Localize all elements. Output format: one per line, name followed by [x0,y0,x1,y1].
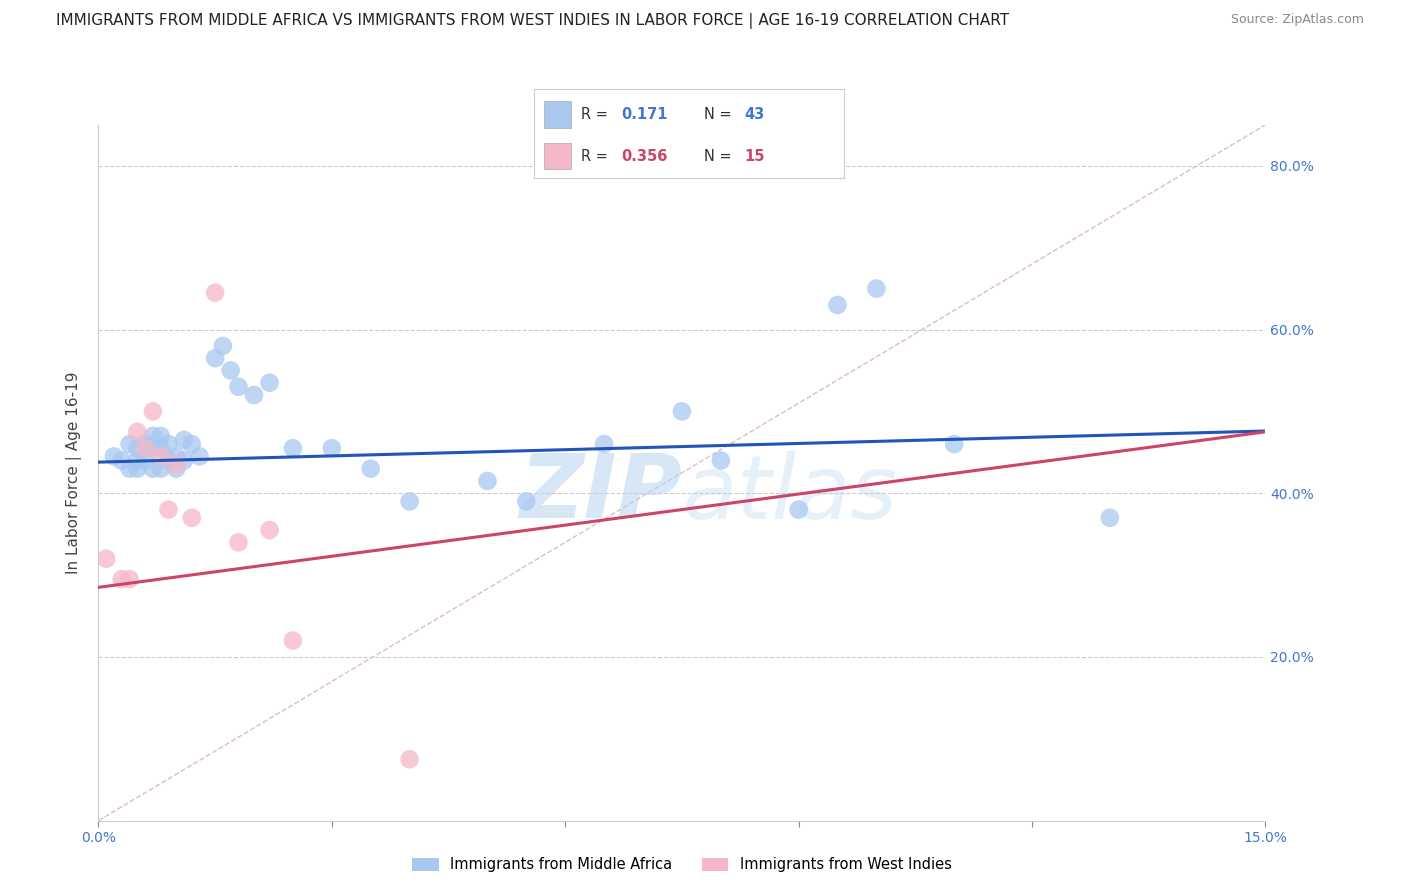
FancyBboxPatch shape [544,143,571,169]
Point [259,376,281,390]
Point [149,461,172,475]
Point [165,450,187,464]
Point [127,461,149,475]
Point [281,441,304,455]
Point [165,461,187,475]
Point [149,450,172,464]
Text: 43: 43 [745,107,765,121]
Point [212,339,235,353]
Point [157,502,180,516]
Point [118,437,141,451]
Point [865,282,887,296]
Point [228,380,250,394]
Y-axis label: In Labor Force | Age 16-19: In Labor Force | Age 16-19 [66,371,83,574]
Point [127,453,149,467]
Point [127,441,149,455]
Point [111,453,134,467]
Point [515,494,537,508]
Point [398,494,420,508]
Point [111,572,134,586]
Text: 0.356: 0.356 [621,149,668,163]
Point [360,461,382,475]
Point [142,429,165,443]
Point [943,437,966,451]
Point [118,461,141,475]
Text: N =: N = [704,149,737,163]
Point [157,437,180,451]
Point [134,453,156,467]
Point [173,433,195,447]
Text: atlas: atlas [682,450,897,537]
Text: IMMIGRANTS FROM MIDDLE AFRICA VS IMMIGRANTS FROM WEST INDIES IN LABOR FORCE | AG: IMMIGRANTS FROM MIDDLE AFRICA VS IMMIGRA… [56,13,1010,29]
Point [142,441,165,455]
Point [134,441,156,455]
Point [787,502,810,516]
Point [398,752,420,766]
Point [142,461,165,475]
Point [477,474,499,488]
Point [127,425,149,439]
Point [219,363,242,377]
Text: R =: R = [581,107,612,121]
Point [321,441,343,455]
Point [118,572,141,586]
Point [671,404,693,418]
Legend: Immigrants from Middle Africa, Immigrants from West Indies: Immigrants from Middle Africa, Immigrant… [405,850,959,880]
Point [180,437,202,451]
Point [827,298,849,312]
Point [96,551,118,566]
Point [243,388,266,402]
Text: 0.171: 0.171 [621,107,668,121]
Point [1098,510,1121,524]
Point [149,429,172,443]
Point [710,453,733,467]
Text: N =: N = [704,107,737,121]
Point [204,351,226,366]
Point [165,458,187,472]
Text: R =: R = [581,149,612,163]
Point [259,523,281,537]
Point [180,510,202,524]
Text: 15: 15 [745,149,765,163]
Point [173,453,195,467]
Text: ZIP: ZIP [519,450,682,537]
Point [593,437,616,451]
Point [188,450,211,464]
Point [157,453,180,467]
Point [281,633,304,648]
Point [228,535,250,549]
Point [142,404,165,418]
Point [149,441,172,455]
Point [103,450,125,464]
Point [134,437,156,451]
Text: Source: ZipAtlas.com: Source: ZipAtlas.com [1230,13,1364,27]
Point [204,285,226,300]
FancyBboxPatch shape [544,101,571,128]
